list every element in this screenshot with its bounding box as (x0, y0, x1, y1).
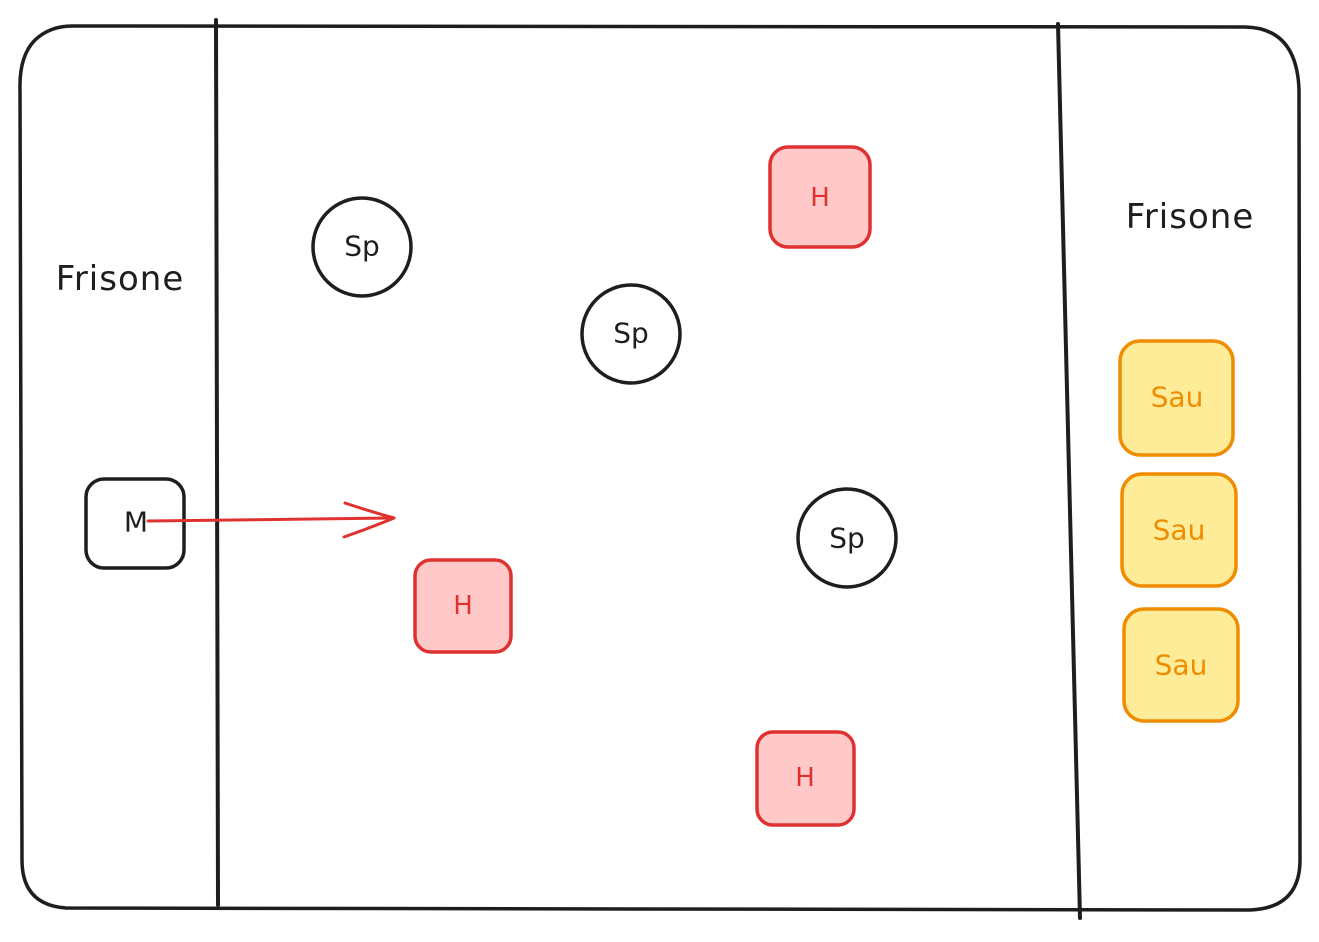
m-arrow (146, 501, 396, 539)
sp-node-1-label: Sp (344, 230, 380, 263)
right-zone-label: Frisone (1126, 197, 1255, 237)
left-zone-label: Frisone (56, 259, 185, 299)
h-node-1-label: H (810, 183, 830, 213)
h-node-1[interactable]: H (768, 145, 872, 249)
sp-node-3[interactable]: Sp (796, 487, 898, 589)
sp-node-2[interactable]: Sp (580, 283, 682, 385)
right-zone-line (1056, 22, 1082, 920)
h-node-3[interactable]: H (755, 730, 856, 827)
sau-node-1[interactable]: Sau (1118, 339, 1235, 457)
sp-node-1[interactable]: Sp (311, 196, 413, 298)
sau-node-3[interactable]: Sau (1122, 607, 1240, 723)
h-node-2[interactable]: H (413, 558, 513, 654)
h-node-3-label: H (795, 763, 815, 793)
sau-node-2[interactable]: Sau (1120, 472, 1238, 588)
field-boundary (18, 24, 1302, 912)
left-zone-line (214, 18, 220, 907)
sau-node-1-label: Sau (1151, 381, 1204, 414)
m-node-label: M (124, 506, 148, 539)
h-node-2-label: H (453, 591, 473, 621)
m-node[interactable]: M (84, 477, 186, 570)
sp-node-2-label: Sp (613, 317, 649, 350)
sp-node-3-label: Sp (829, 522, 865, 555)
sau-node-3-label: Sau (1155, 649, 1208, 682)
sau-node-2-label: Sau (1153, 514, 1206, 547)
